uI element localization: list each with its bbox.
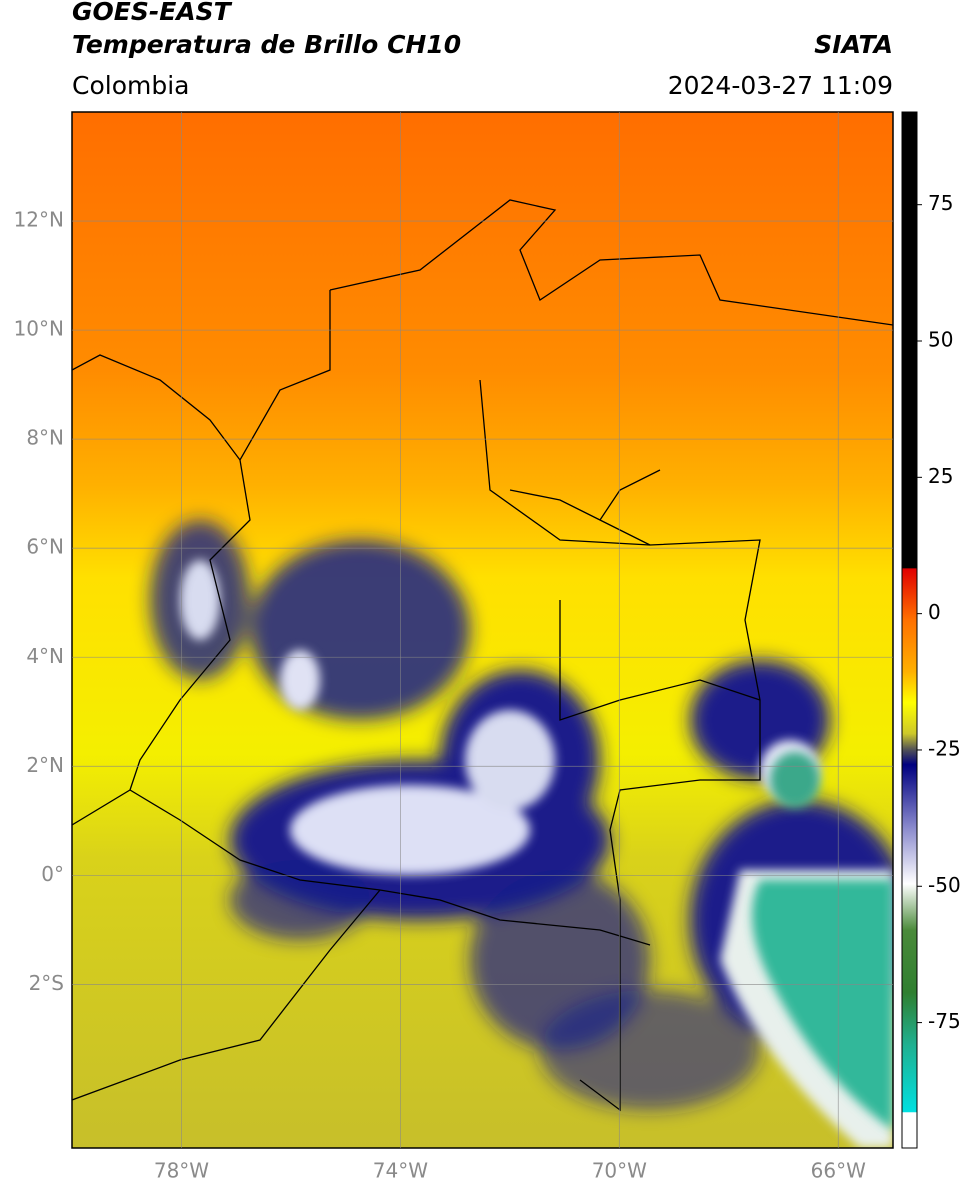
satellite-image [72, 112, 893, 1148]
lat-tick-label: 2°S [29, 971, 64, 995]
title: Temperatura de Brillo CH10 [72, 30, 461, 59]
colorbar-tick-label: 25 [928, 464, 953, 488]
colorbar [901, 111, 918, 1149]
colorbar-tick-label: -50 [928, 873, 961, 897]
lon-tick-label: 70°W [592, 1159, 647, 1183]
timestamp: 2024-03-27 11:09 [668, 71, 893, 100]
colorbar-tick-label: 0 [928, 600, 941, 624]
lat-tick-label: 10°N [14, 317, 64, 341]
colorbar-tick-label: -75 [928, 1009, 961, 1033]
lat-tick-label: 4°N [26, 644, 64, 668]
lat-tick-label: 12°N [14, 208, 64, 232]
graticule: 78°W 74°W 70°W 66°W 12°N 10°N 8°N 6°N 4°N 2°N 0° 2°… [14, 112, 893, 1183]
colorbar-tick-label: 50 [928, 328, 953, 352]
lon-tick-label: 74°W [373, 1159, 428, 1183]
lat-tick-label: 8°N [26, 426, 64, 450]
map-frame [71, 111, 894, 1149]
source: SIATA [814, 30, 893, 59]
lat-tick-label: 2°N [26, 753, 64, 777]
colorbar-tick-label: -25 [928, 736, 961, 760]
title: GOES-EAST [72, 0, 233, 26]
region: Colombia [72, 71, 189, 100]
colorbar-tick-label: 75 [928, 191, 953, 215]
lat-tick-label: 6°N [26, 535, 64, 559]
lon-tick-label: 66°W [811, 1159, 866, 1183]
lat-tick-label: 0° [41, 862, 64, 886]
colorbar-ticks: 75 50 25 0 -25 -50 -75 [917, 191, 961, 1033]
lon-tick-label: 78°W [154, 1159, 209, 1183]
